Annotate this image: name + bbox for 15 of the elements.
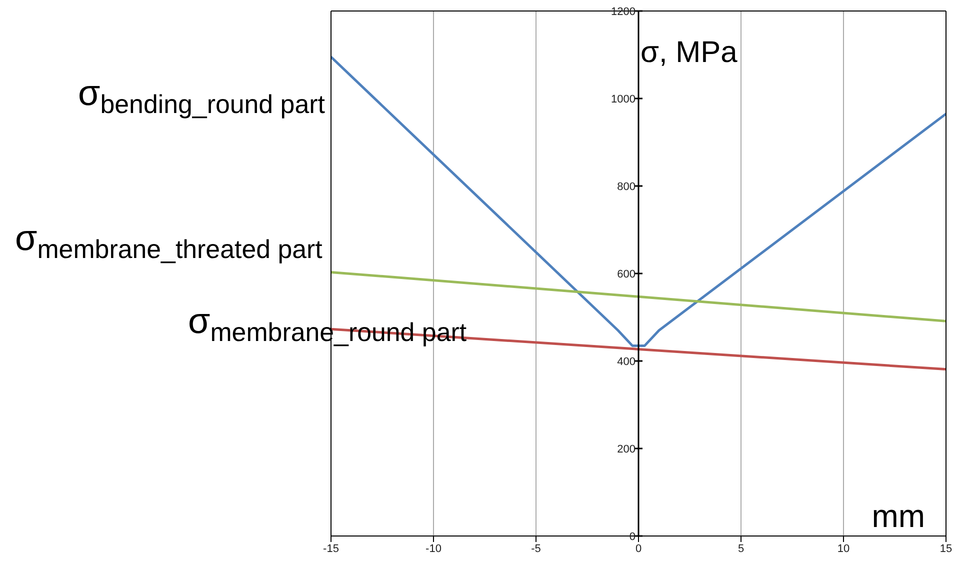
x-tick-label: 15 [940, 542, 952, 555]
x-tick-label: -5 [531, 542, 541, 555]
text: σ$_{membrane_threated part}$ [15, 217, 324, 264]
x-axis-title: mm [872, 498, 925, 534]
x-tick-label: 10 [837, 542, 850, 555]
y-tick-label: 1000 [611, 94, 636, 106]
y-tick-label: 400 [617, 356, 636, 368]
x-tick-label: 5 [738, 542, 744, 555]
x-tick-label: -15 [323, 542, 339, 555]
y-tick-label: 600 [617, 268, 636, 280]
y-axis-title: σ, MPa [640, 36, 738, 69]
text: σ$_{bending_round part}$ [78, 72, 326, 119]
y-tick-label: 800 [617, 181, 636, 193]
x-tick-label: -10 [426, 542, 442, 555]
y-tick-label: 200 [617, 444, 636, 456]
